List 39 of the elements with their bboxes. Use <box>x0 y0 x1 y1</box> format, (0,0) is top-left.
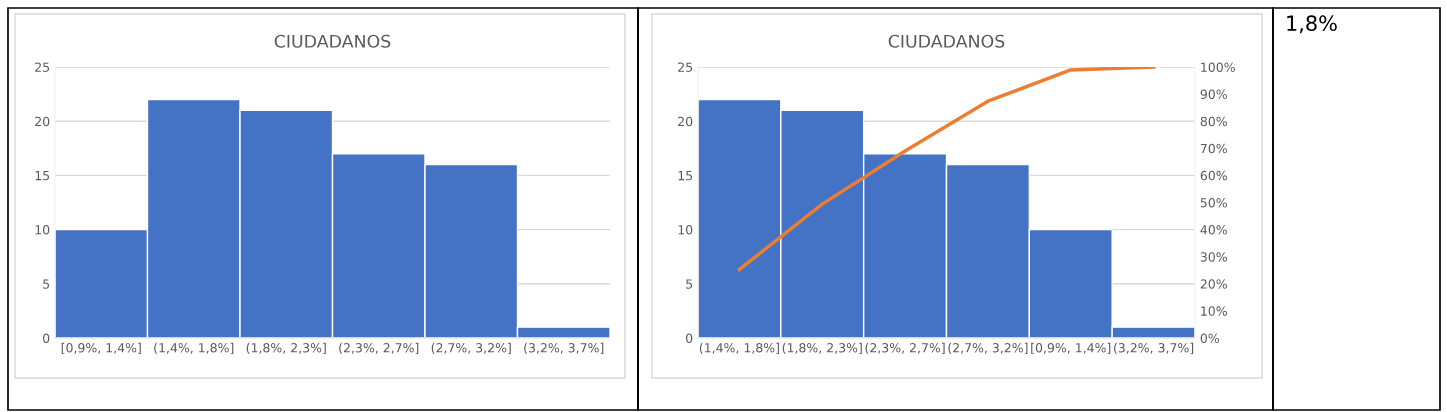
y-tick-label: 0 <box>43 333 50 343</box>
x-tick-label: (2,7%, 3,2%] <box>431 342 511 355</box>
x-tick-label: (2,3%, 2,7%] <box>865 342 945 355</box>
y2-tick-label: 10% <box>1201 306 1227 316</box>
x-tick-label: (3,2%, 3,7%] <box>1114 342 1194 355</box>
y2-tick-label: 50% <box>1200 197 1227 208</box>
x-tick-label: (2,7%, 3,2%] <box>948 342 1028 355</box>
y2-tick-label: 0% <box>1200 333 1219 343</box>
y2-tick-label: 80% <box>1200 116 1227 127</box>
x-tick-label: (2,3%, 2,7%] <box>339 342 419 355</box>
y2-tick-label: 90% <box>1200 89 1227 100</box>
x-tick-label: [0,9%, 1,4%] <box>1031 342 1111 355</box>
y2-tick-label: 20% <box>1200 279 1227 289</box>
x-tick-label: [0,9%, 1,4%] <box>61 342 141 355</box>
y2-tick-label: 40% <box>1200 225 1227 235</box>
y-tick-label: 5 <box>686 279 693 289</box>
y-tick-label: 25 <box>35 62 50 72</box>
y-tick-label: 25 <box>678 62 693 72</box>
x-tick-label: (3,2%, 3,7%] <box>524 342 604 355</box>
x-tick-label: (1,8%, 2,3%] <box>246 342 326 355</box>
line-series <box>737 67 1156 272</box>
y2-tick-label: 60% <box>1200 170 1227 181</box>
y-tick-label: 10 <box>35 225 50 235</box>
text: 1,8% <box>1287 15 1337 34</box>
x-tick-label: (1,8%, 2,3%] <box>782 342 862 355</box>
y2-tick-label: 100% <box>1201 62 1235 72</box>
y-tick-label: 20 <box>678 116 693 127</box>
x-tick-label: (1,4%, 1,8%] <box>699 342 779 355</box>
y-tick-label: 15 <box>678 171 693 181</box>
y-tick-label: 0 <box>686 333 693 343</box>
y-tick-label: 15 <box>35 171 50 181</box>
y2-tick-label: 70% <box>1200 143 1227 154</box>
chart-title: CIUDADANOS <box>274 34 391 48</box>
x-tick-label: (1,4%, 1,8%] <box>154 342 234 355</box>
y-tick-label: 10 <box>678 225 693 235</box>
y2-tick-label: 30% <box>1200 252 1227 262</box>
chart-title: CIUDADANOS <box>888 34 1005 48</box>
y-tick-label: 20 <box>35 116 50 127</box>
y-tick-label: 5 <box>43 279 50 289</box>
